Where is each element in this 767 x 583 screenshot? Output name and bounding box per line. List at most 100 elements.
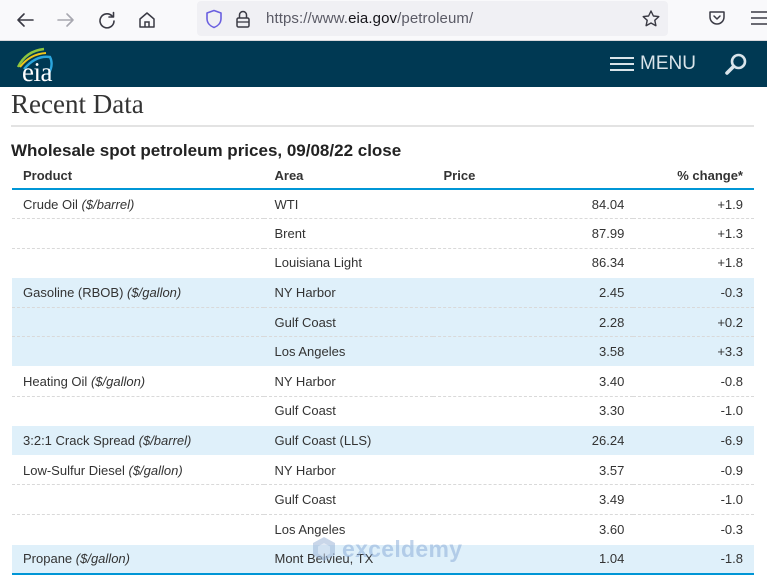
site-header: eia MENU — [0, 41, 767, 87]
table-row: Brent 87.99 +1.3 — [12, 218, 754, 249]
change-cell: -0.3 — [633, 277, 754, 308]
price-cell: 1.04 — [432, 544, 634, 575]
product-unit: ($/gallon) — [75, 551, 130, 567]
address-bar[interactable]: https://www.eia.gov/petroleum/ — [197, 1, 668, 36]
product-unit: ($/barrel) — [138, 433, 192, 449]
back-button[interactable] — [12, 8, 38, 32]
product-unit: ($/gallon) — [90, 373, 146, 389]
url-text[interactable]: https://www.eia.gov/petroleum/ — [266, 10, 473, 27]
reload-icon — [99, 11, 115, 29]
reload-button[interactable] — [94, 8, 120, 32]
table-row: Propane ($/gallon) Mont Belvieu, TX 1.04 -1… — [12, 544, 754, 575]
column-header-area: Area — [263, 163, 433, 190]
product-cell: Propane ($/gallon) — [12, 544, 264, 575]
title-divider — [11, 125, 754, 127]
price-cell: 87.99 — [432, 218, 634, 249]
area-cell: NY Harbor — [263, 277, 433, 308]
search-button[interactable] — [724, 52, 748, 76]
product-cell: Heating Oil ($/gallon) — [12, 366, 264, 397]
table-row: 3:2:1 Crack Spread ($/barrel) Gulf Coast … — [12, 425, 754, 456]
url-prefix: https://www. — [266, 10, 349, 27]
page-title: Recent Data — [11, 89, 144, 119]
column-header-product: Product — [12, 163, 264, 190]
product-name: Crude Oil — [23, 196, 78, 212]
product-name: Propane — [23, 551, 73, 567]
change-cell: +0.2 — [633, 307, 754, 338]
back-icon — [17, 13, 34, 27]
price-cell: 3.40 — [432, 366, 634, 397]
price-cell: 3.58 — [432, 336, 634, 368]
logo-arc-icon — [16, 47, 53, 75]
table-row: Gulf Coast 3.30 -1.0 — [12, 396, 754, 427]
table-header-row: Product Area Price % change* — [12, 163, 754, 190]
price-cell: 26.24 — [432, 425, 634, 456]
table-row: Los Angeles 3.58 +3.3 — [12, 336, 754, 368]
bookmark-star-icon[interactable] — [641, 9, 661, 29]
change-cell: +1.3 — [633, 218, 754, 249]
price-cell: 3.57 — [432, 455, 634, 486]
price-cell: 3.30 — [432, 396, 634, 427]
change-cell: -0.3 — [633, 514, 754, 545]
area-cell: NY Harbor — [263, 455, 433, 486]
hamburger-menu-icon[interactable] — [751, 11, 767, 25]
change-cell: -0.9 — [633, 455, 754, 486]
product-cell: Gasoline (RBOB) ($/gallon) — [12, 277, 264, 308]
menu-button[interactable]: MENU — [610, 51, 696, 77]
area-cell: Gulf Coast (LLS) — [263, 425, 433, 456]
product-cell: Low-Sulfur Diesel ($/gallon) — [12, 455, 264, 486]
search-icon — [725, 53, 747, 75]
column-header-price: Price — [432, 163, 634, 190]
home-icon — [139, 12, 155, 28]
product-cell — [12, 514, 264, 545]
change-cell: +1.9 — [633, 189, 754, 220]
product-cell — [12, 484, 264, 516]
area-cell: Gulf Coast — [263, 396, 433, 427]
section-title: Wholesale spot petroleum prices, 09/08/2… — [11, 141, 402, 160]
product-cell — [12, 336, 264, 368]
home-button[interactable] — [134, 8, 160, 32]
table-row: Heating Oil ($/gallon) NY Harbor 3.40 -0.8 — [12, 366, 754, 397]
table-row: Gasoline (RBOB) ($/gallon) NY Harbor 2.45-… — [12, 277, 754, 308]
pocket-icon[interactable] — [708, 9, 726, 27]
logo-text: eia — [22, 57, 52, 87]
forward-icon — [57, 13, 74, 27]
browser-toolbar: https://www.eia.gov/petroleum/ — [0, 0, 767, 41]
product-name: Gasoline (RBOB) — [23, 285, 124, 301]
change-cell: +3.3 — [633, 336, 754, 368]
area-cell: Los Angeles — [263, 336, 433, 368]
product-cell — [12, 396, 264, 427]
table-row: Gulf Coast 3.49 -1.0 — [12, 484, 754, 516]
price-cell: 3.49 — [432, 484, 634, 516]
product-cell — [12, 248, 264, 279]
shield-icon[interactable] — [205, 9, 223, 29]
product-cell: Crude Oil ($/barrel) — [12, 189, 264, 220]
url-path: /petroleum/ — [397, 10, 474, 27]
area-cell: Gulf Coast — [263, 484, 433, 516]
eia-logo[interactable]: eia — [10, 45, 56, 87]
change-cell: -0.8 — [633, 366, 754, 397]
table-row: Gulf Coast 2.28 +0.2 — [12, 307, 754, 338]
forward-button[interactable] — [53, 8, 79, 32]
product-cell[interactable]: 3:2:1 Crack Spread ($/barrel) — [12, 425, 264, 456]
menu-label: MENU — [640, 53, 696, 74]
price-cell: 2.45 — [432, 277, 634, 308]
price-cell: 2.28 — [432, 307, 634, 338]
price-cell: 3.60 — [432, 514, 634, 545]
table-row: Low-Sulfur Diesel ($/gallon) NY Harbor 3.5… — [12, 455, 754, 486]
product-name[interactable]: 3:2:1 Crack Spread — [23, 433, 136, 449]
change-cell: -1.8 — [633, 544, 754, 575]
area-cell: Mont Belvieu, TX — [263, 544, 433, 575]
area-cell: Gulf Coast — [263, 307, 433, 338]
product-name: Heating Oil — [23, 373, 88, 389]
lock-icon[interactable] — [235, 9, 251, 29]
product-unit: ($/gallon) — [127, 285, 182, 301]
area-cell: WTI — [263, 189, 433, 220]
table-row: Crude Oil ($/barrel) WTI 84.04 +1.9 — [12, 189, 754, 220]
product-cell — [12, 218, 264, 249]
product-cell — [12, 307, 264, 338]
area-cell: Los Angeles — [263, 514, 433, 545]
area-cell: NY Harbor — [263, 366, 433, 397]
column-header-change: % change* — [633, 163, 754, 190]
product-unit: ($/barrel) — [81, 196, 135, 212]
change-cell: -6.9 — [633, 425, 754, 456]
